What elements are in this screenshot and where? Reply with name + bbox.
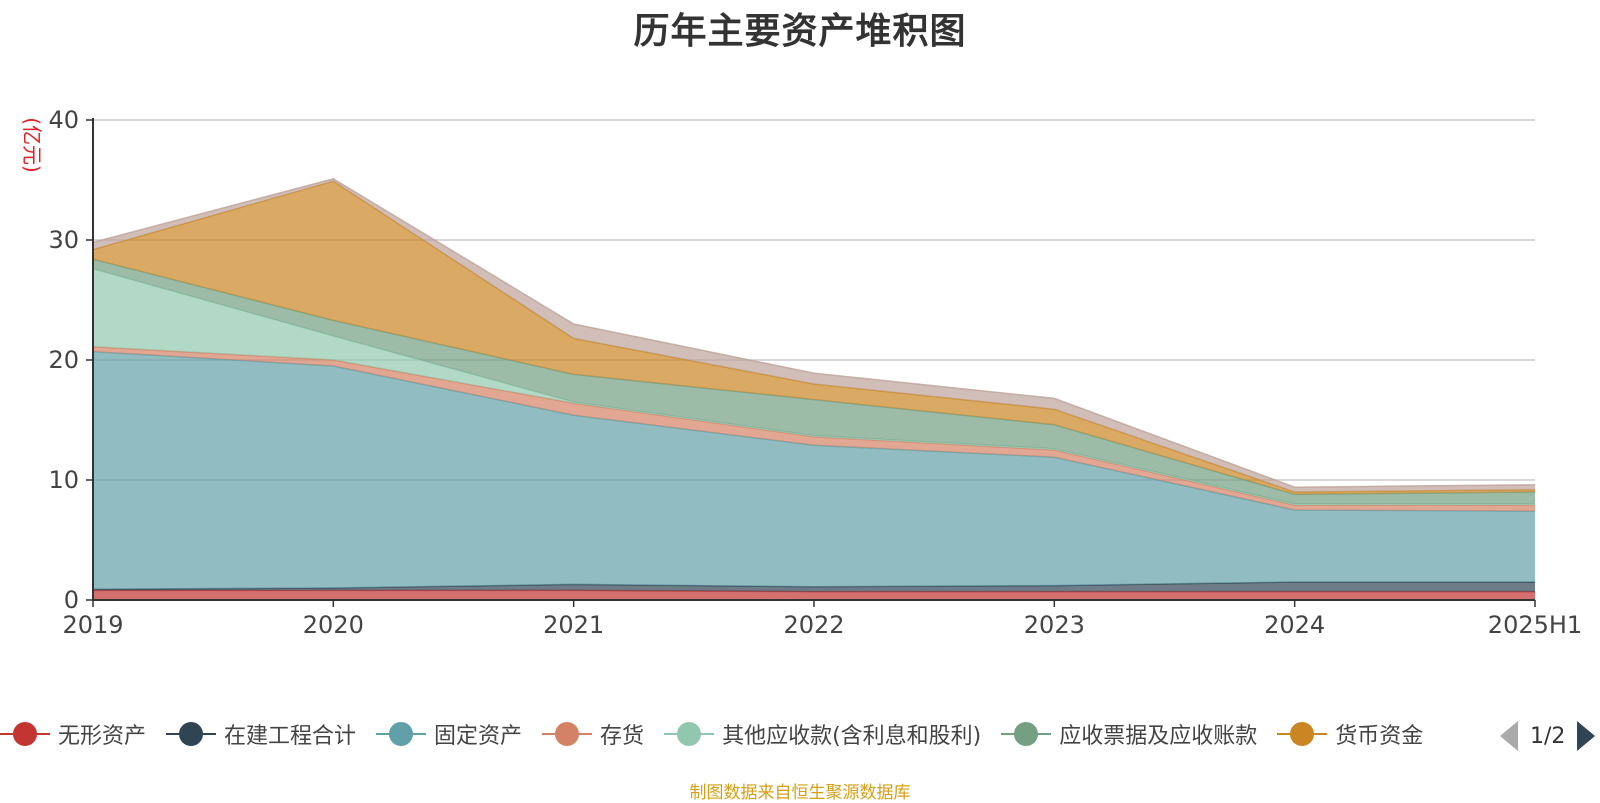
x-tick-label: 2025H1 bbox=[1488, 611, 1582, 639]
x-tick-label: 2022 bbox=[783, 611, 844, 639]
legend-marker-icon bbox=[0, 721, 50, 747]
x-tick-label: 2021 bbox=[543, 611, 604, 639]
area-series-6 bbox=[93, 181, 1535, 495]
area-series-0 bbox=[93, 590, 1535, 600]
area-series-2 bbox=[93, 351, 1535, 590]
legend-label: 无形资产 bbox=[58, 724, 147, 749]
legend-item[interactable]: 在建工程合计 bbox=[166, 716, 356, 752]
source-note: 制图数据来自恒生聚源数据库 bbox=[689, 783, 911, 803]
y-axis-unit-label: (亿元) bbox=[20, 117, 44, 173]
y-tick-label: 10 bbox=[48, 466, 79, 494]
legend-label: 存货 bbox=[600, 724, 645, 749]
legend-marker-icon bbox=[1001, 721, 1052, 747]
y-tick-label: 20 bbox=[48, 346, 79, 374]
legend-prev-page-icon[interactable] bbox=[1500, 721, 1518, 751]
legend-item[interactable]: 货币资金 bbox=[1277, 716, 1423, 752]
legend-label: 应收票据及应收账款 bbox=[1059, 724, 1258, 749]
x-tick-label: 2020 bbox=[303, 611, 364, 639]
chart-title: 历年主要资产堆积图 bbox=[633, 11, 967, 52]
legend-marker-icon bbox=[376, 721, 427, 747]
legend-marker-icon bbox=[542, 721, 593, 747]
legend-item[interactable]: 存货 bbox=[542, 716, 644, 752]
legend-next-page-icon[interactable] bbox=[1577, 721, 1596, 751]
legend-page-indicator: 1/2 bbox=[1530, 723, 1566, 749]
area-series-3 bbox=[93, 346, 1535, 512]
legend-item[interactable]: 其他应收款(含利息和股利) bbox=[664, 716, 981, 752]
legend-label: 其他应收款(含利息和股利) bbox=[722, 724, 982, 749]
legend-pager: 1/2 bbox=[1500, 716, 1596, 756]
y-tick-label: 0 bbox=[64, 586, 79, 614]
legend-label: 在建工程合计 bbox=[224, 724, 357, 749]
axes: 0 10 20 30 40 2019 2020 2021 2022 2023 2024 2025H1 bbox=[48, 106, 1582, 639]
x-tick-label: 2024 bbox=[1264, 611, 1325, 639]
legend-item[interactable]: 固定资产 bbox=[376, 716, 522, 752]
legend-marker-icon bbox=[664, 721, 715, 747]
legend-marker-icon bbox=[166, 721, 217, 747]
x-tick-label: 2019 bbox=[62, 611, 123, 639]
legend-label: 货币资金 bbox=[1335, 724, 1424, 749]
legend: 无形资产 在建工程合计 固定资产 存货 其他应收款(含利息和股利) 应收票据及应收账款 货币… bbox=[0, 716, 1492, 756]
y-tick-label: 40 bbox=[48, 106, 79, 134]
legend-item[interactable]: 无形资产 bbox=[0, 716, 146, 752]
area-series-7 bbox=[93, 178, 1535, 493]
x-tick-label: 2023 bbox=[1024, 611, 1085, 639]
legend-label: 固定资产 bbox=[434, 724, 523, 749]
legend-marker-icon bbox=[1277, 721, 1328, 747]
legend-item[interactable]: 应收票据及应收账款 bbox=[1001, 716, 1257, 752]
area-series-group bbox=[92, 177, 1536, 600]
area-series-line-7 bbox=[92, 177, 1536, 488]
y-tick-label: 30 bbox=[48, 226, 79, 254]
